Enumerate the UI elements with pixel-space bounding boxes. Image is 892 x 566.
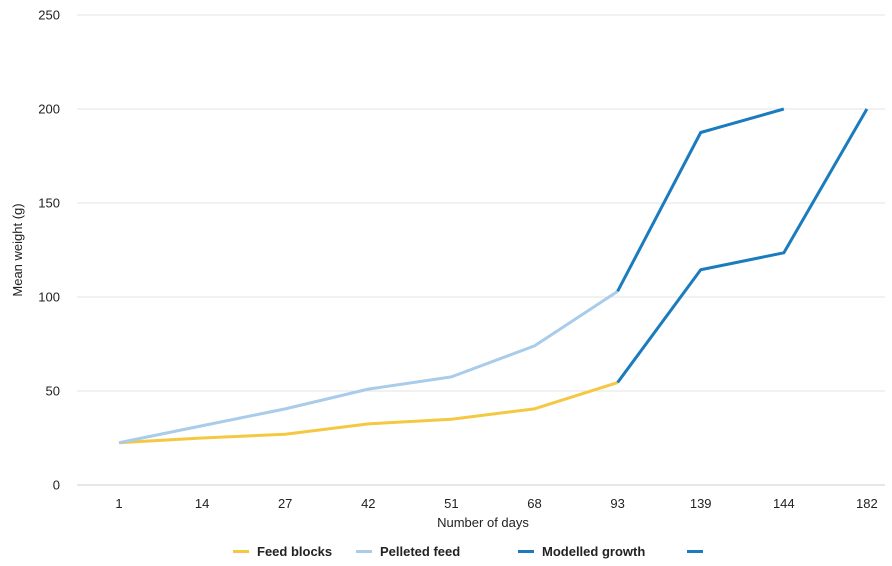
y-tick-label: 250 <box>38 8 60 23</box>
series-line-2 <box>616 107 785 293</box>
y-axis-title: Mean weight (g) <box>10 203 25 296</box>
legend-label-1: Pelleted feed <box>380 544 460 559</box>
x-tick-label: 144 <box>773 496 795 511</box>
x-tick-label: 68 <box>527 496 541 511</box>
x-tick-label: 93 <box>610 496 624 511</box>
y-tick-label: 50 <box>46 384 60 399</box>
x-tick-label: 139 <box>690 496 712 511</box>
x-tick-label: 14 <box>195 496 209 511</box>
legend: Feed blocks Pelleted feed Modelled growth <box>233 544 703 559</box>
series-line-3 <box>616 108 869 384</box>
x-tick-label: 1 <box>115 496 122 511</box>
x-tick-label: 51 <box>444 496 458 511</box>
y-tick-label: 0 <box>53 478 60 493</box>
y-tick-label: 100 <box>38 290 60 305</box>
series-line-0 <box>118 381 619 445</box>
x-axis-ticks: 1 14 27 42 51 68 93 139 144 182 <box>115 496 877 511</box>
legend-label-2: Modelled growth <box>542 544 645 559</box>
series-line-1 <box>118 290 619 445</box>
grid-lines <box>77 14 885 486</box>
x-tick-label: 42 <box>361 496 375 511</box>
x-axis-title: Number of days <box>437 515 529 530</box>
series-lines <box>118 107 869 445</box>
legend-label-0: Feed blocks <box>257 544 332 559</box>
y-tick-label: 150 <box>38 196 60 211</box>
x-tick-label: 27 <box>278 496 292 511</box>
y-axis-ticks: 0 50 100 150 200 250 <box>38 8 60 493</box>
y-tick-label: 200 <box>38 102 60 117</box>
x-tick-label: 182 <box>856 496 878 511</box>
